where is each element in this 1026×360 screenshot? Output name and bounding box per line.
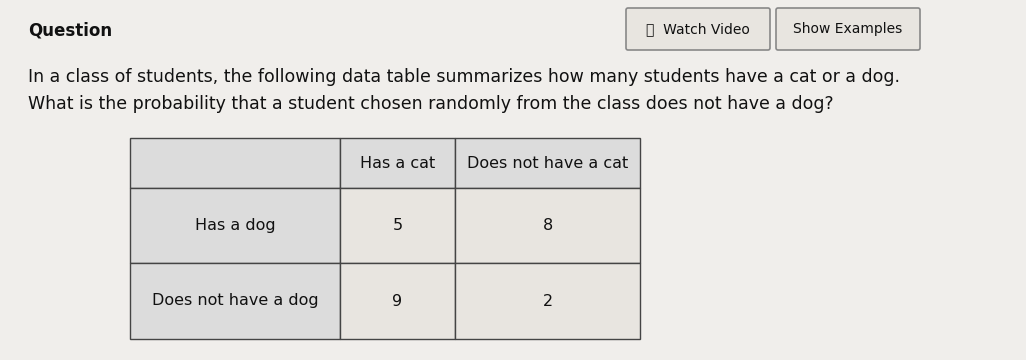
Bar [130, 263, 340, 339]
Text: In a class of students, the following data table summarizes how many students ha: In a class of students, the following da… [28, 68, 900, 86]
Bar [130, 138, 340, 188]
Text: Does not have a cat: Does not have a cat [467, 156, 628, 171]
Text: 5: 5 [392, 218, 402, 233]
Text: Has a dog: Has a dog [195, 218, 275, 233]
Bar [455, 138, 640, 188]
Bar [455, 188, 640, 263]
Text: Does not have a dog: Does not have a dog [152, 293, 318, 309]
Bar [455, 263, 640, 339]
FancyBboxPatch shape [776, 8, 920, 50]
Text: Question: Question [28, 22, 112, 40]
Bar [340, 263, 455, 339]
Bar [130, 188, 340, 263]
Bar [340, 138, 455, 188]
Text: ⓘ  Watch Video: ⓘ Watch Video [646, 22, 750, 36]
Text: 9: 9 [392, 293, 402, 309]
FancyBboxPatch shape [626, 8, 770, 50]
Text: What is the probability that a student chosen randomly from the class does not h: What is the probability that a student c… [28, 95, 833, 113]
Text: 8: 8 [543, 218, 553, 233]
Text: Show Examples: Show Examples [793, 22, 903, 36]
Text: 2: 2 [543, 293, 553, 309]
Bar [340, 188, 455, 263]
Text: Has a cat: Has a cat [360, 156, 435, 171]
